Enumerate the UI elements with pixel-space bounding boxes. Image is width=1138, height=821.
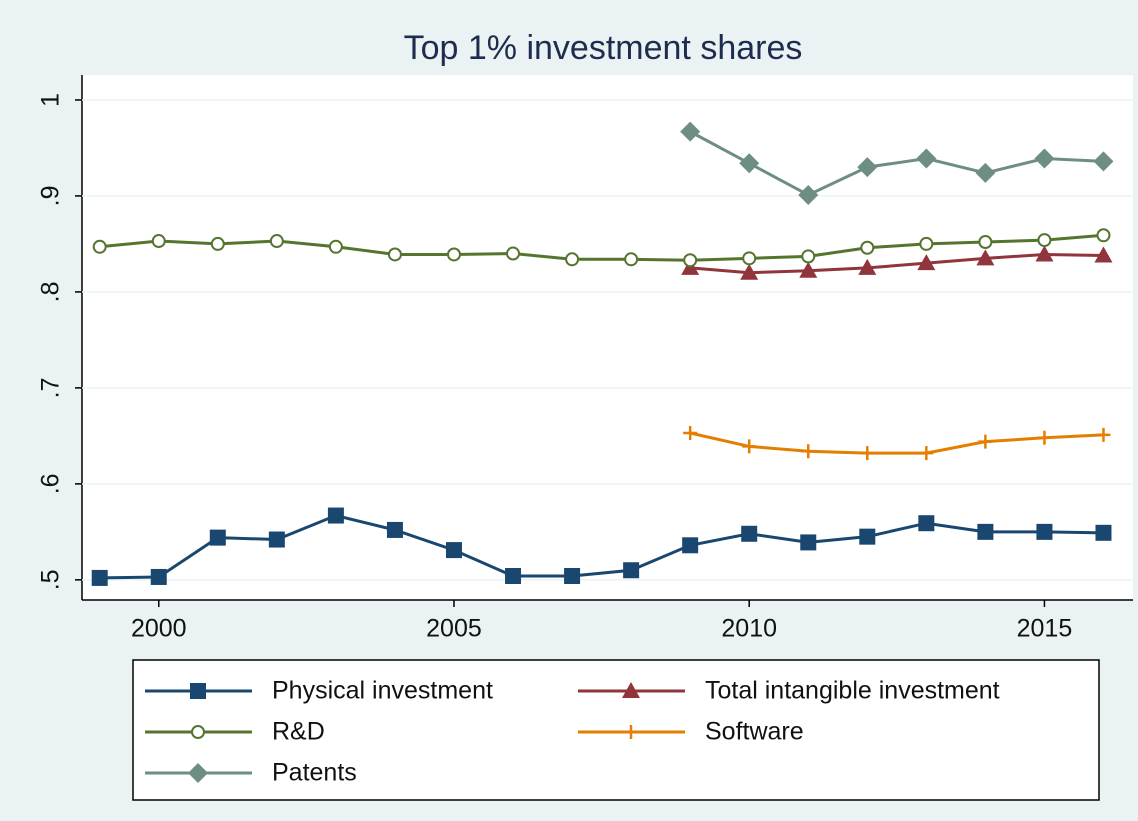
marker [916,148,937,169]
x-tick-label: 2000 [131,615,187,643]
marker [978,434,993,449]
marker [387,247,402,262]
marker [977,523,994,540]
marker [975,162,996,183]
legend-marker [188,763,208,783]
marker [1093,151,1114,172]
marker [919,236,934,251]
legend-marker [191,725,205,739]
marker [1034,148,1055,169]
chart-title: Top 1% investment shares [404,29,803,67]
y-tick-label: .9 [37,186,65,207]
marker [739,153,760,174]
marker [683,425,698,440]
legend-label: Total intangible investment [705,677,1000,705]
marker [505,568,522,585]
marker [740,263,759,280]
marker [919,446,934,461]
marker [859,528,876,545]
marker [682,537,699,554]
marker [798,184,819,205]
series-line [99,513,1104,580]
series-line [99,233,1104,262]
marker [92,239,107,254]
marker [1096,427,1111,442]
x-tick-label: 2005 [426,615,482,643]
marker [801,444,816,459]
marker [858,258,877,275]
marker [680,121,701,142]
marker [386,521,403,538]
legend-marker [624,725,638,739]
marker [799,261,818,278]
marker [742,439,757,454]
marker [623,562,640,579]
marker [446,247,461,262]
legend-label: Patents [272,759,357,787]
marker [624,252,639,267]
marker [151,234,166,249]
marker [683,253,698,268]
marker [741,525,758,542]
legend-marker [190,683,206,699]
marker [269,234,284,249]
x-tick-label: 2010 [721,615,777,643]
marker [918,515,935,532]
marker [565,252,580,267]
series-line [690,252,1104,275]
marker [917,254,936,271]
marker [327,507,344,524]
legend-label: Physical investment [272,677,493,705]
legend [132,659,1100,801]
y-tick-label: 1 [37,93,65,107]
marker [1037,233,1052,248]
marker [506,246,521,261]
marker [857,157,878,178]
marker [1094,246,1113,263]
plot-area [82,75,1133,600]
legend-label: Software [705,718,804,746]
marker [800,534,817,551]
marker [978,235,993,250]
marker [210,236,225,251]
marker [268,531,285,548]
marker [209,529,226,546]
legend-label: R&D [272,718,325,746]
marker [1036,523,1053,540]
marker [801,249,816,264]
marker [742,251,757,266]
legend-marker [622,682,640,698]
marker [564,568,581,585]
y-tick-label: .8 [37,281,65,302]
y-tick-label: .7 [37,377,65,398]
marker [445,542,462,559]
marker [860,240,875,255]
series-line [689,130,1104,197]
marker [860,446,875,461]
marker [150,568,167,585]
marker [1096,228,1111,243]
marker [1035,245,1054,262]
y-tick-label: .6 [37,473,65,494]
marker [328,239,343,254]
marker [91,569,108,586]
series-line [689,431,1104,455]
marker [1037,430,1052,445]
marker [976,249,995,266]
y-tick-label: .5 [37,569,65,590]
marker [1095,524,1112,541]
x-tick-label: 2015 [1017,615,1073,643]
